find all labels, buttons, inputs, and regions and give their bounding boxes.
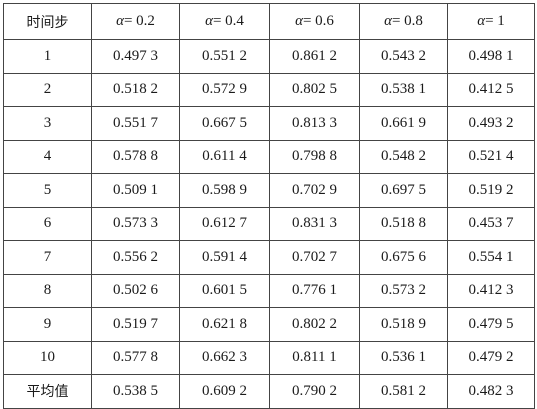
table-row: 7 0.556 2 0.591 4 0.702 7 0.675 6 0.554 1 [3,240,535,275]
value-cell: 0.518 2 [91,72,180,107]
time-step-cell: 10 [3,340,92,375]
average-label: 平均值 [3,374,92,409]
value-cell: 0.662 3 [179,340,270,375]
value-cell: 0.813 3 [269,106,360,141]
value-cell: 0.661 9 [359,106,448,141]
value-cell: 0.412 5 [447,72,535,107]
alpha-value: = 0.4 [212,13,244,29]
value-cell: 0.519 7 [91,307,180,342]
value-cell: 0.702 9 [269,173,360,208]
value-cell: 0.667 5 [179,106,270,141]
header-alpha-2: α= 0.6 [269,3,360,40]
alpha-symbol: α [295,13,303,29]
time-step-cell: 9 [3,307,92,342]
value-cell: 0.453 7 [447,206,535,241]
alpha-value: = 0.6 [302,13,334,29]
table-row: 9 0.519 7 0.621 8 0.802 2 0.518 9 0.479 5 [3,307,535,342]
alpha-symbol: α [477,13,486,29]
value-cell: 0.538 1 [359,72,448,107]
value-cell: 0.702 7 [269,240,360,275]
value-cell: 0.548 2 [359,139,448,174]
value-cell: 0.621 8 [179,307,270,342]
value-cell: 0.776 1 [269,273,360,308]
value-cell: 0.502 6 [91,273,180,308]
value-cell: 0.802 5 [269,72,360,107]
value-cell: 0.551 2 [179,39,270,74]
header-alpha-3: α= 0.8 [359,3,448,40]
time-step-cell: 5 [3,173,92,208]
value-cell: 0.518 9 [359,307,448,342]
header-alpha-1: α= 0.4 [179,3,270,40]
time-step-cell: 8 [3,273,92,308]
value-cell: 0.598 9 [179,173,270,208]
value-cell: 0.577 8 [91,340,180,375]
value-cell: 0.861 2 [269,39,360,74]
value-cell: 0.611 4 [179,139,270,174]
value-cell: 0.497 3 [91,39,180,74]
header-row: 时间步 α= 0.2 α= 0.4 α= 0.6 α= 0.8 α= 1 [3,3,535,40]
value-cell: 0.697 5 [359,173,448,208]
value-cell: 0.573 2 [359,273,448,308]
table-row: 1 0.497 3 0.551 2 0.861 2 0.543 2 0.498 1 [3,39,535,74]
value-cell: 0.572 9 [179,72,270,107]
table-row: 4 0.578 8 0.611 4 0.798 8 0.548 2 0.521 4 [3,139,535,174]
alpha-symbol: α [384,13,392,29]
value-cell: 0.551 7 [91,106,180,141]
value-cell: 0.573 3 [91,206,180,241]
value-cell: 0.601 5 [179,273,270,308]
value-cell: 0.518 8 [359,206,448,241]
time-step-cell: 6 [3,206,92,241]
header-alpha-4: α= 1 [447,3,535,40]
average-row: 平均值 0.538 5 0.609 2 0.790 2 0.581 2 0.482 3 [3,374,535,409]
value-cell: 0.412 3 [447,273,535,308]
value-cell: 0.831 3 [269,206,360,241]
average-value-cell: 0.609 2 [179,374,270,409]
value-cell: 0.479 2 [447,340,535,375]
value-cell: 0.802 2 [269,307,360,342]
time-step-cell: 7 [3,240,92,275]
value-cell: 0.591 4 [179,240,270,275]
value-cell: 0.798 8 [269,139,360,174]
alpha-symbol: α [116,13,124,29]
value-cell: 0.675 6 [359,240,448,275]
value-cell: 0.519 2 [447,173,535,208]
time-step-cell: 4 [3,139,92,174]
average-value-cell: 0.790 2 [269,374,360,409]
value-cell: 0.498 1 [447,39,535,74]
results-table: 时间步 α= 0.2 α= 0.4 α= 0.6 α= 0.8 α= 1 1 0.… [3,3,535,409]
value-cell: 0.811 1 [269,340,360,375]
value-cell: 0.554 1 [447,240,535,275]
table-row: 8 0.502 6 0.601 5 0.776 1 0.573 2 0.412 3 [3,273,535,308]
time-step-cell: 3 [3,106,92,141]
average-value-cell: 0.482 3 [447,374,535,409]
value-cell: 0.521 4 [447,139,535,174]
average-value-cell: 0.538 5 [91,374,180,409]
value-cell: 0.578 8 [91,139,180,174]
value-cell: 0.479 5 [447,307,535,342]
value-cell: 0.556 2 [91,240,180,275]
average-value-cell: 0.581 2 [359,374,448,409]
alpha-value: = 0.8 [391,13,423,29]
alpha-value: = 0.2 [123,13,155,29]
header-alpha-0: α= 0.2 [91,3,180,40]
header-time-step: 时间步 [3,3,92,40]
table-row: 10 0.577 8 0.662 3 0.811 1 0.536 1 0.479 2 [3,340,535,375]
value-cell: 0.493 2 [447,106,535,141]
alpha-value: = 1 [485,13,505,29]
value-cell: 0.509 1 [91,173,180,208]
table-row: 2 0.518 2 0.572 9 0.802 5 0.538 1 0.412 5 [3,72,535,107]
time-step-cell: 2 [3,72,92,107]
value-cell: 0.612 7 [179,206,270,241]
time-step-cell: 1 [3,39,92,74]
alpha-symbol: α [205,13,213,29]
value-cell: 0.543 2 [359,39,448,74]
value-cell: 0.536 1 [359,340,448,375]
table-row: 6 0.573 3 0.612 7 0.831 3 0.518 8 0.453 7 [3,206,535,241]
table-row: 5 0.509 1 0.598 9 0.702 9 0.697 5 0.519 2 [3,173,535,208]
table-row: 3 0.551 7 0.667 5 0.813 3 0.661 9 0.493 2 [3,106,535,141]
